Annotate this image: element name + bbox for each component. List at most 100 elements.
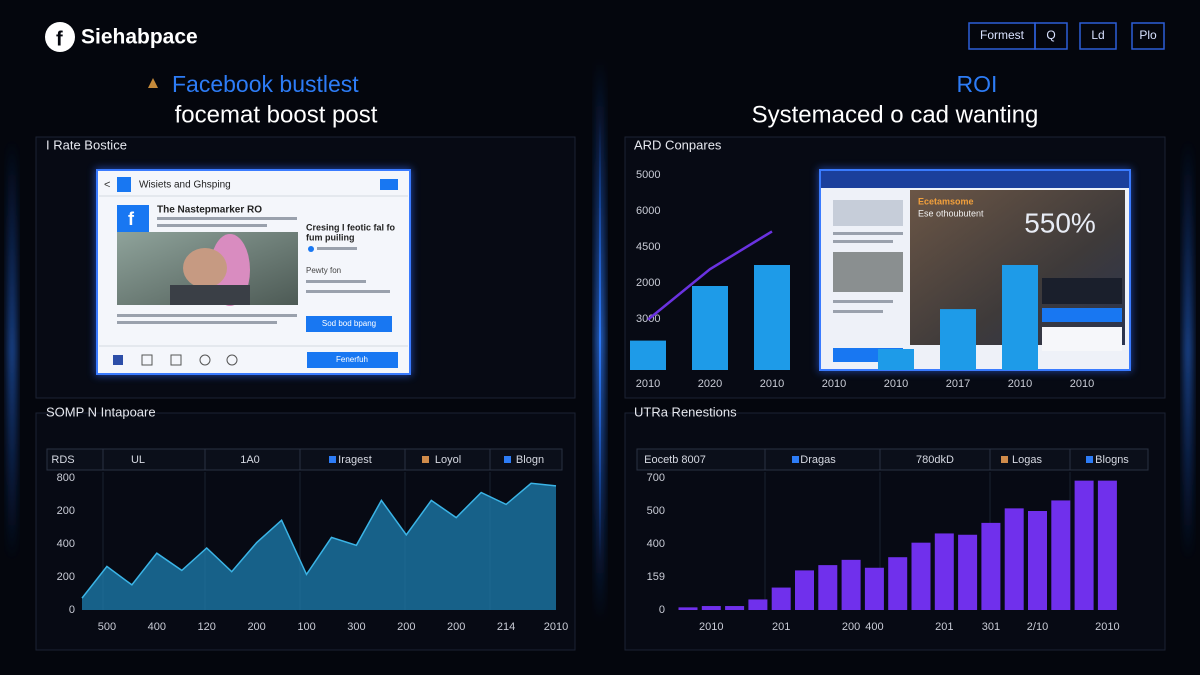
bar	[888, 557, 908, 610]
button-label[interactable]: Q	[1046, 28, 1055, 42]
nav-icon[interactable]	[170, 354, 182, 366]
table-header-cell: Iragest	[338, 454, 372, 466]
list-item	[833, 200, 903, 226]
icon	[308, 246, 314, 252]
photo-body	[170, 285, 250, 305]
back-arrow[interactable]: <	[104, 179, 110, 191]
bar	[771, 587, 791, 610]
text-line	[306, 290, 390, 293]
footer-button[interactable]	[307, 352, 398, 368]
bar	[748, 599, 768, 610]
button[interactable]	[1079, 22, 1117, 50]
nav-icon[interactable]	[199, 354, 211, 366]
bar	[1097, 480, 1117, 610]
footer-button-label[interactable]: Fenerfuh	[336, 355, 368, 364]
bar	[841, 559, 861, 610]
text-line	[157, 224, 267, 227]
table-header	[636, 448, 1149, 471]
y-axis-label: 5000	[636, 169, 660, 181]
x-tick-label: 2010	[544, 621, 568, 633]
x-tick-label: 200	[447, 621, 465, 633]
photo-face	[183, 248, 227, 288]
badge[interactable]	[380, 179, 398, 190]
x-tick-label: 2017	[946, 378, 970, 390]
x-tick-label: 200	[842, 621, 860, 633]
x-tick-label: 2010	[760, 378, 784, 390]
button-label[interactable]: Formest	[980, 28, 1025, 42]
bar	[1028, 511, 1047, 610]
nav-icon[interactable]	[113, 355, 123, 365]
page-logo	[117, 205, 149, 232]
y-axis-label: 400	[647, 538, 665, 550]
heading-subtitle: focemat boost post	[175, 101, 378, 128]
table-header-cell: Blogn	[516, 454, 544, 466]
text-line	[117, 314, 297, 317]
x-tick-label: 400	[148, 621, 166, 633]
post-headline: fum puiling	[306, 232, 355, 242]
table-header-cell: Loyol	[435, 454, 461, 466]
heading-title: Facebook bustlest	[172, 71, 359, 97]
button-label[interactable]: Plo	[1139, 28, 1157, 42]
nav-icon[interactable]	[141, 354, 153, 366]
x-tick-label: 301	[982, 621, 1000, 633]
y-axis-label: 2000	[636, 277, 660, 289]
y-axis-label: 159	[647, 571, 665, 583]
text-line	[833, 232, 903, 235]
button[interactable]	[1034, 22, 1068, 50]
roi-card-header	[821, 171, 1129, 188]
text-line	[117, 321, 277, 324]
cta-button[interactable]	[306, 316, 392, 332]
logo-f: f	[56, 28, 63, 50]
table-header-cell: Dragas	[800, 454, 836, 466]
post-meta: Pewty fon	[306, 266, 341, 275]
text-line	[833, 310, 883, 313]
text-line	[833, 240, 893, 243]
bar	[630, 340, 666, 370]
bar	[1051, 500, 1071, 610]
glow	[1184, 140, 1192, 560]
list-image	[833, 252, 903, 292]
bar	[1004, 508, 1024, 610]
table-header-cell: Blogns	[1095, 454, 1129, 466]
panel-title: SOMP N Intapoare	[46, 404, 156, 419]
x-tick-label: 200	[247, 621, 265, 633]
bar	[981, 522, 1001, 610]
bar	[1074, 480, 1094, 610]
page-logo-f: f	[128, 209, 135, 229]
panel-title: I Rate Bostice	[46, 137, 127, 152]
x-tick-label: 2010	[699, 621, 723, 633]
button[interactable]	[1131, 22, 1165, 50]
x-tick-label: 201	[772, 621, 790, 633]
legend-square	[504, 456, 511, 463]
mini-card	[1042, 327, 1122, 351]
bar	[725, 606, 745, 610]
x-tick-label: 400	[865, 621, 883, 633]
x-tick-label: 201	[935, 621, 953, 633]
button-label[interactable]: Ld	[1091, 28, 1104, 42]
nav-icon[interactable]	[226, 354, 238, 366]
fb-icon	[117, 177, 131, 192]
bar	[1002, 265, 1038, 370]
legend-square	[792, 456, 799, 463]
bar	[864, 567, 884, 610]
text-line	[833, 300, 893, 303]
cta-label[interactable]: Sod bod bpang	[322, 319, 376, 328]
bar	[940, 309, 976, 370]
y-axis-label: 800	[57, 472, 75, 484]
y-axis-label: 200	[57, 505, 75, 517]
area	[82, 483, 556, 610]
y-axis-label: 400	[57, 538, 75, 550]
roi-subline: Ese othoubutent	[918, 208, 984, 218]
mini-button[interactable]	[1042, 308, 1122, 322]
x-tick-label: 214	[497, 621, 515, 633]
y-axis-label: 0	[69, 604, 75, 616]
panel-title: ARD Conpares	[634, 137, 722, 152]
bar	[795, 570, 814, 610]
x-tick-label: 500	[98, 621, 116, 633]
table-header-cell: 780dkD	[916, 454, 954, 466]
legend-square	[1001, 456, 1008, 463]
y-axis-label: 0	[659, 604, 665, 616]
glow	[8, 140, 16, 560]
text-line	[317, 247, 357, 250]
